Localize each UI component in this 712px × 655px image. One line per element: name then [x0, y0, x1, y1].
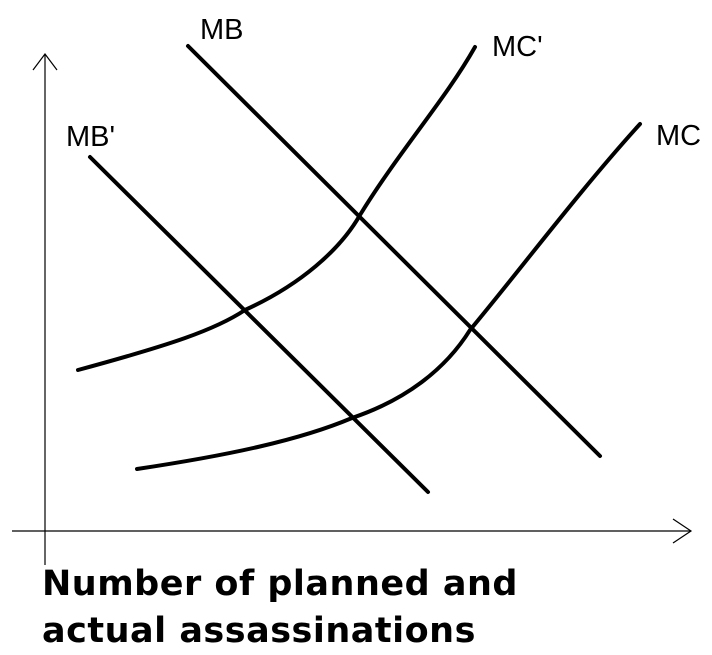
mc-prime-curve: [76, 45, 477, 372]
mb-line: [186, 44, 602, 458]
mc-prime-label: MC': [492, 31, 543, 63]
mb-prime-label: MB': [66, 121, 115, 153]
mc-label: MC: [656, 120, 701, 152]
mb-prime-line: [88, 155, 430, 494]
x-axis-caption: Number of planned and actual assassinati…: [42, 561, 518, 655]
x-axis: [12, 518, 693, 544]
y-axis: [32, 53, 58, 565]
mb-label: MB: [200, 14, 244, 46]
caption-line-2: actual assassinations: [42, 611, 476, 651]
caption-line-1: Number of planned and: [42, 564, 518, 604]
y-axis-arrowhead: [32, 53, 58, 71]
x-axis-arrowhead: [672, 518, 693, 544]
mc-curve: [135, 122, 642, 471]
